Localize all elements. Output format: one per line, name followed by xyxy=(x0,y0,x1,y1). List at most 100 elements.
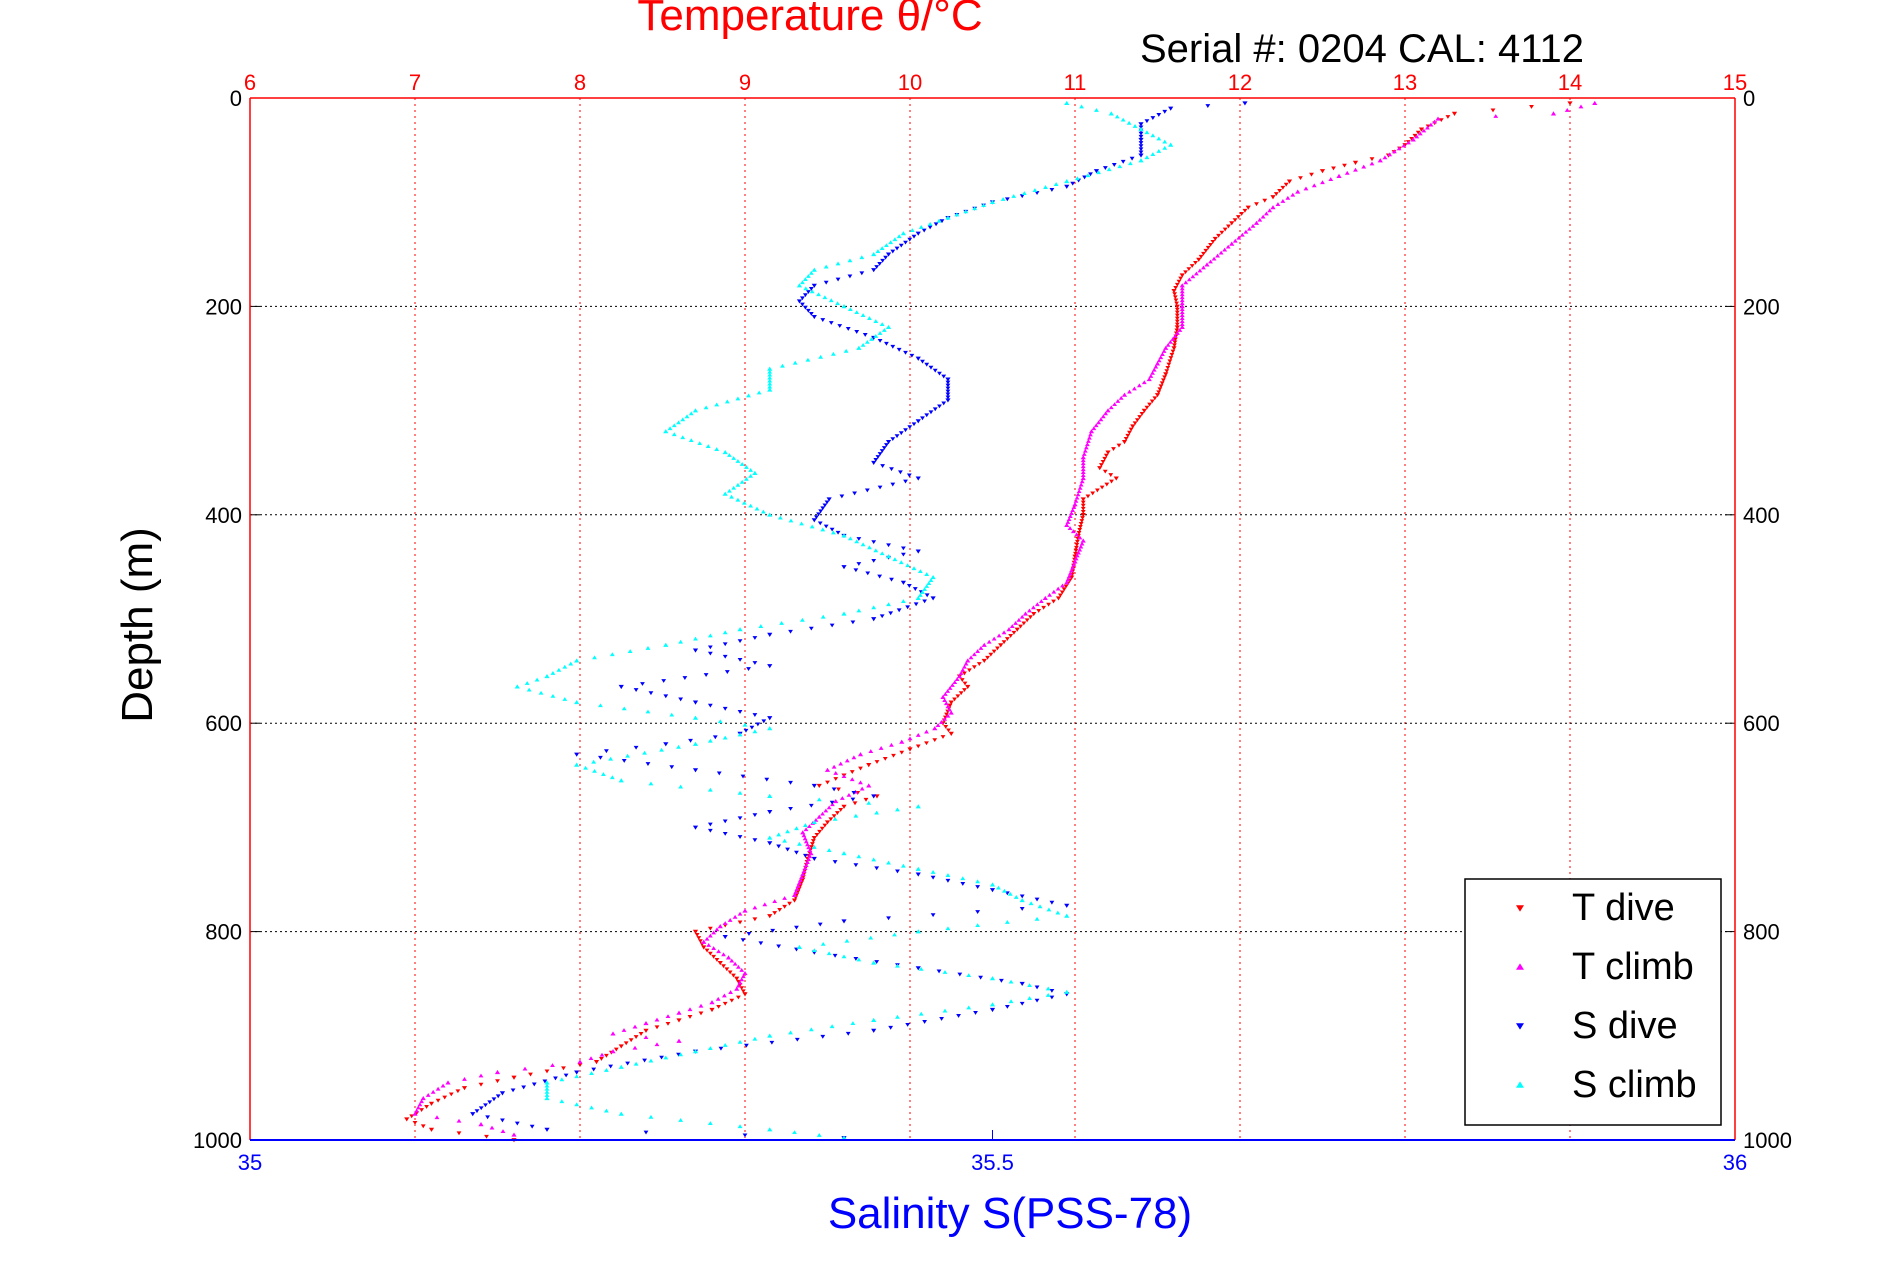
data-point-s-dive xyxy=(1093,169,1100,174)
data-point-t-climb xyxy=(728,990,733,994)
data-point-s-dive xyxy=(1070,181,1076,186)
data-point-t-climb xyxy=(665,1014,671,1019)
data-point-t-dive xyxy=(709,1007,715,1013)
data-point-t-dive xyxy=(722,1001,728,1006)
data-point-s-climb xyxy=(524,681,530,685)
data-point-t-climb xyxy=(907,736,913,741)
data-point-t-climb xyxy=(711,946,717,950)
data-point-t-climb xyxy=(715,996,721,1001)
data-point-t-dive xyxy=(952,697,957,702)
data-point-t-climb xyxy=(1161,349,1167,353)
data-point-s-climb xyxy=(871,857,877,862)
data-point-s-dive xyxy=(885,252,892,257)
data-point-t-climb xyxy=(716,949,721,954)
data-point-t-dive xyxy=(1121,440,1128,445)
data-point-t-climb xyxy=(1019,614,1025,619)
data-point-t-climb xyxy=(1055,586,1061,591)
data-point-s-climb xyxy=(927,221,933,226)
data-point-s-climb xyxy=(918,1011,924,1016)
data-point-s-dive xyxy=(820,506,826,511)
legend: T dive T climb S dive S climb xyxy=(1464,878,1722,1126)
data-point-s-climb xyxy=(1074,176,1080,181)
data-point-t-climb xyxy=(1154,361,1161,366)
data-point-s-dive xyxy=(642,1058,647,1063)
data-point-t-dive xyxy=(1219,230,1225,235)
data-point-s-climb xyxy=(767,366,773,371)
data-point-t-dive xyxy=(1074,542,1080,547)
data-point-t-dive xyxy=(1024,618,1030,623)
data-point-s-dive xyxy=(752,838,758,843)
data-point-t-climb xyxy=(435,1086,441,1091)
data-point-t-dive xyxy=(1134,418,1140,423)
data-point-t-dive xyxy=(420,1124,426,1129)
data-point-s-dive xyxy=(1168,106,1174,111)
data-point-t-climb xyxy=(1222,247,1228,252)
data-point-s-climb xyxy=(809,289,815,294)
data-point-t-dive xyxy=(1080,516,1085,520)
legend-marker xyxy=(1516,1081,1524,1088)
data-point-s-dive xyxy=(1064,903,1070,908)
data-point-t-climb xyxy=(971,652,977,657)
data-point-t-dive xyxy=(528,1072,533,1077)
data-point-s-dive xyxy=(474,1109,480,1114)
data-point-t-climb xyxy=(1027,608,1032,613)
data-point-t-dive xyxy=(962,688,967,693)
data-point-t-climb xyxy=(1022,611,1029,616)
data-point-s-climb xyxy=(663,642,669,647)
data-point-t-dive xyxy=(1174,322,1180,327)
data-point-s-dive xyxy=(912,587,918,591)
data-point-t-dive xyxy=(613,1047,619,1052)
data-point-t-dive xyxy=(882,756,888,761)
data-point-t-climb xyxy=(1141,380,1147,385)
data-point-t-climb xyxy=(803,863,809,868)
data-point-t-dive xyxy=(1103,453,1109,458)
data-point-t-climb xyxy=(947,707,952,712)
data-point-s-climb xyxy=(809,524,815,529)
data-point-s-dive xyxy=(895,869,900,874)
data-point-t-climb xyxy=(806,845,812,850)
data-point-s-dive xyxy=(811,856,817,861)
data-point-t-dive xyxy=(692,929,699,934)
data-point-s-climb xyxy=(767,1127,773,1132)
data-point-s-dive xyxy=(722,934,728,940)
data-point-s-climb xyxy=(514,684,520,689)
data-point-s-dive xyxy=(640,682,645,686)
data-point-t-dive xyxy=(428,1127,435,1132)
data-point-t-dive xyxy=(698,1011,704,1016)
data-point-t-dive xyxy=(1080,503,1086,508)
data-point-t-climb xyxy=(1148,374,1154,378)
data-point-s-dive xyxy=(712,735,718,740)
data-point-t-climb xyxy=(1225,244,1231,249)
data-point-s-dive xyxy=(746,932,752,936)
data-point-t-dive xyxy=(1567,101,1573,106)
data-point-s-climb xyxy=(874,810,880,815)
data-point-s-climb xyxy=(811,819,817,825)
data-point-t-climb xyxy=(981,642,987,647)
data-point-t-climb xyxy=(965,658,971,663)
top-tick-label: 9 xyxy=(739,70,751,95)
data-point-t-dive xyxy=(1028,615,1033,620)
data-point-t-climb xyxy=(1075,492,1081,497)
data-point-s-climb xyxy=(1138,126,1144,132)
data-point-t-dive xyxy=(915,744,921,749)
data-point-s-climb xyxy=(592,768,597,773)
data-point-t-climb xyxy=(478,1073,484,1078)
data-point-t-climb xyxy=(1275,202,1281,206)
data-point-t-climb xyxy=(500,1129,506,1133)
data-point-t-dive xyxy=(955,694,961,699)
data-point-s-climb xyxy=(574,762,580,767)
legend-box xyxy=(1464,878,1722,1126)
data-point-t-climb xyxy=(978,646,984,650)
data-point-t-climb xyxy=(1105,408,1111,413)
data-point-s-dive xyxy=(648,691,654,696)
data-point-s-dive xyxy=(755,722,761,727)
data-point-t-dive xyxy=(478,1082,484,1087)
data-point-t-climb xyxy=(1079,541,1085,546)
data-point-t-climb xyxy=(803,839,809,844)
data-point-s-dive xyxy=(823,280,829,285)
data-point-t-climb xyxy=(643,1035,649,1040)
data-point-s-climb xyxy=(788,518,794,523)
data-point-t-climb xyxy=(1112,402,1117,407)
data-point-t-climb xyxy=(1204,262,1210,267)
data-point-t-dive xyxy=(1239,211,1245,216)
